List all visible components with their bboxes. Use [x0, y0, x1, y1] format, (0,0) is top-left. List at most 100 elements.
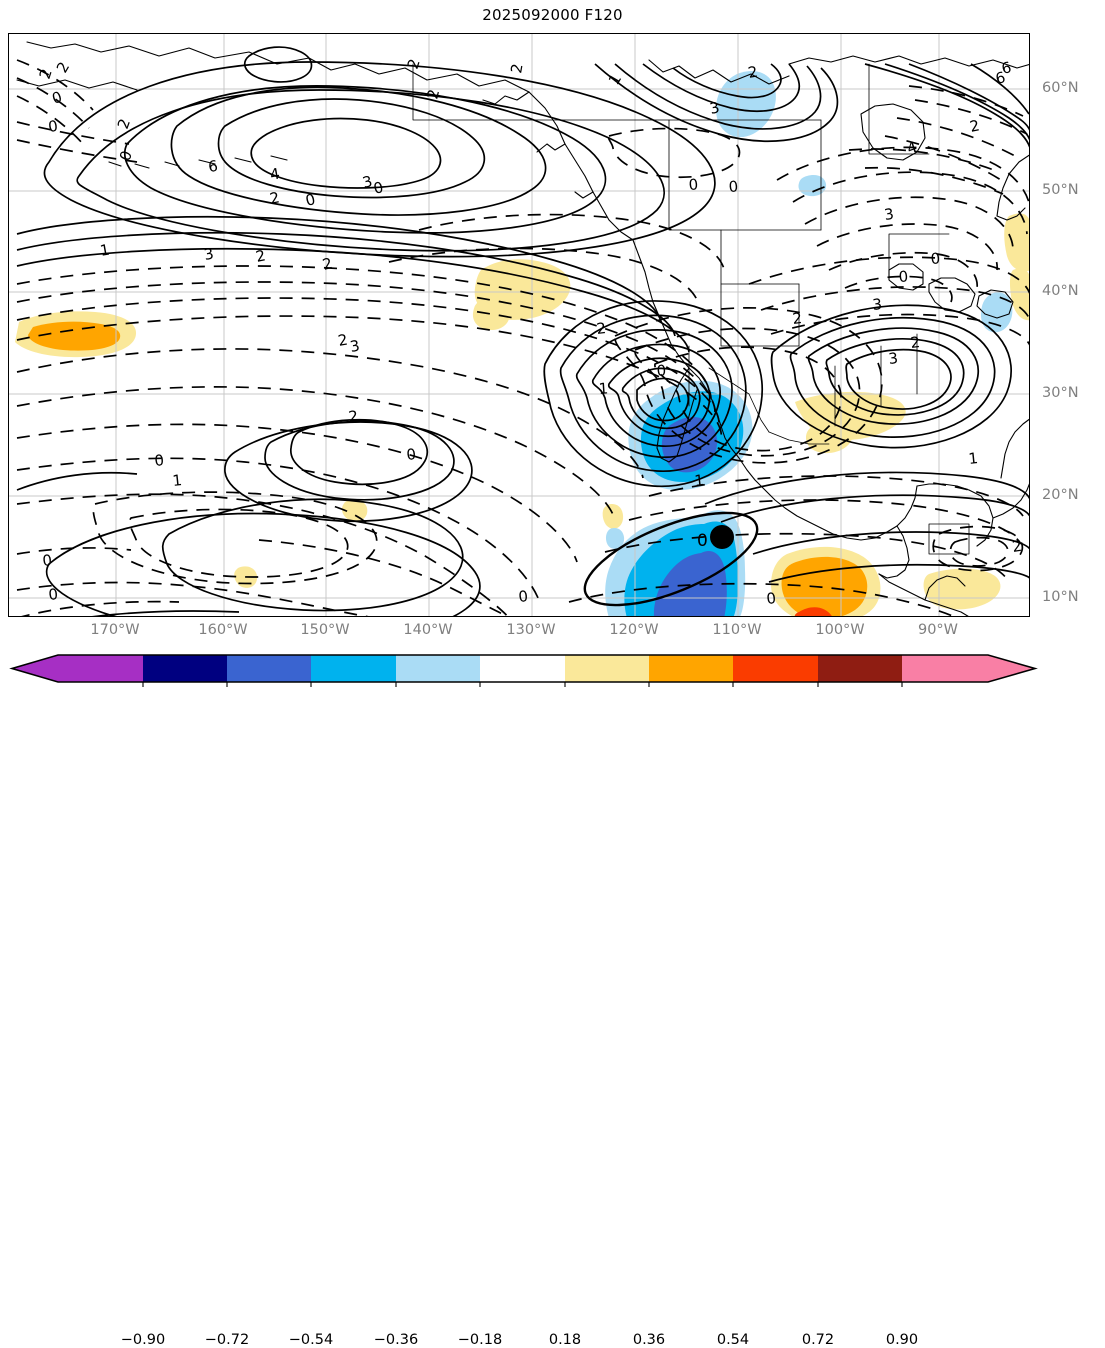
negative-contours	[16, 59, 1029, 616]
svg-text:2: 2	[321, 254, 335, 274]
colorbar-segment	[733, 655, 818, 682]
svg-text:0: 0	[50, 88, 65, 108]
colorbar-tick-label: −0.54	[288, 1332, 334, 1348]
svg-text:0: 0	[518, 587, 529, 606]
y-tick-label: 10°N	[1042, 589, 1079, 605]
svg-text:3: 3	[872, 295, 883, 314]
svg-text:0: 0	[688, 175, 699, 194]
svg-text:0: 0	[372, 178, 386, 198]
svg-text:2: 2	[337, 331, 350, 350]
svg-text:1: 1	[172, 471, 183, 490]
svg-text:2: 2	[268, 188, 281, 208]
x-tick-label: 150°W	[300, 622, 350, 638]
svg-text:0: 0	[116, 148, 136, 163]
svg-text:2: 2	[792, 309, 803, 328]
svg-text:3: 3	[361, 172, 375, 192]
colorbar-segment	[58, 655, 143, 682]
svg-text:2: 2	[36, 67, 56, 82]
colorbar-tick-label: 0.72	[801, 1332, 835, 1348]
svg-text:1: 1	[694, 471, 705, 490]
colorbar: −0.90 −0.72 −0.54 −0.36 −0.18 0.18 0.36 …	[0, 650, 1105, 1348]
colorbar-segment	[902, 655, 988, 682]
cyclone-position-dot	[710, 525, 734, 549]
colorbar-segment	[227, 655, 311, 682]
x-tick-label: 120°W	[609, 622, 659, 638]
colorbar-extend-left	[12, 655, 58, 682]
svg-text:0: 0	[154, 451, 165, 470]
map-canvas: 6 4 3 2 0 0 2 2 0 0 2 0 1 3 2 2 2	[9, 34, 1029, 616]
svg-text:0: 0	[766, 589, 777, 608]
svg-text:2: 2	[747, 63, 760, 82]
svg-text:2: 2	[53, 59, 73, 76]
x-tick-label: 160°W	[198, 622, 248, 638]
uncertainty-ellipse	[583, 511, 759, 607]
colorbar-tick-label: 0.54	[716, 1332, 750, 1348]
cyclone-markers: 0	[583, 511, 759, 607]
svg-text:3: 3	[883, 205, 895, 224]
svg-text:2: 2	[423, 87, 443, 101]
y-tick-label: 60°N	[1042, 80, 1079, 96]
svg-text:2: 2	[1011, 537, 1023, 556]
svg-text:0: 0	[304, 190, 318, 210]
svg-text:6: 6	[1000, 58, 1014, 78]
svg-text:0: 0	[42, 551, 53, 570]
colorbar-canvas	[9, 654, 1038, 687]
y-tick-label: 30°N	[1042, 385, 1079, 401]
x-tick-label: 130°W	[506, 622, 556, 638]
colorbar-tick-label: −0.36	[373, 1332, 419, 1348]
colorbar-segment	[649, 655, 733, 682]
colorbar-extend-right	[988, 655, 1035, 682]
page-title: 2025092000 F120	[482, 6, 623, 24]
x-tick-label: 140°W	[403, 622, 453, 638]
colorbar-segment	[480, 655, 565, 682]
svg-text:2: 2	[114, 116, 134, 131]
colorbar-outline	[9, 654, 1038, 683]
svg-text:1: 1	[598, 379, 609, 398]
y-tick-label: 50°N	[1042, 182, 1079, 198]
svg-text:2: 2	[507, 62, 526, 75]
colorbar-tick-label: 0.18	[548, 1332, 582, 1348]
svg-text:2: 2	[348, 407, 359, 426]
y-tick-label: 20°N	[1042, 487, 1079, 503]
svg-text:1: 1	[968, 449, 979, 468]
positive-contours	[16, 46, 1029, 616]
colorbar-segment	[818, 655, 902, 682]
y-tick-label: 40°N	[1042, 283, 1079, 299]
svg-text:3: 3	[203, 245, 216, 264]
contour-labels: 6 4 3 2 0 0 2 2 0 0 2 0 1 3 2 2 2	[36, 57, 1023, 608]
svg-text:3: 3	[708, 98, 721, 118]
gridlines	[9, 34, 1029, 616]
colorbar-segment	[311, 655, 396, 682]
colorbar-tick-label: −0.18	[457, 1332, 503, 1348]
svg-text:2: 2	[968, 116, 981, 136]
colorbar-tick-label: −0.90	[120, 1332, 166, 1348]
svg-text:6: 6	[994, 68, 1008, 88]
svg-text:2: 2	[910, 333, 921, 352]
figure-root: 2025092000 F120	[0, 6, 1105, 1348]
svg-text:0: 0	[728, 177, 739, 196]
contour-label-zero-near-tc: 0	[697, 531, 708, 551]
colorbar-segment	[565, 655, 649, 682]
x-tick-label: 90°W	[917, 622, 959, 638]
colorbar-tick-label: 0.90	[885, 1332, 919, 1348]
svg-text:0: 0	[930, 249, 941, 268]
coastline-layer	[16, 41, 1029, 616]
map-panel: 6 4 3 2 0 0 2 2 0 0 2 0 1 3 2 2 2	[8, 33, 1030, 617]
svg-text:0: 0	[48, 585, 59, 604]
colorbar-tick-label: −0.72	[204, 1332, 250, 1348]
svg-text:4: 4	[905, 138, 920, 158]
svg-text:0: 0	[656, 361, 667, 380]
svg-text:0: 0	[898, 267, 909, 286]
svg-text:2: 2	[254, 246, 267, 266]
svg-text:0: 0	[406, 445, 417, 464]
x-tick-label: 170°W	[90, 622, 140, 638]
svg-text:6: 6	[207, 157, 219, 176]
x-tick-label: 100°W	[815, 622, 865, 638]
x-tick-label: 110°W	[712, 622, 762, 638]
svg-text:3: 3	[888, 349, 899, 368]
svg-text:1: 1	[99, 241, 112, 260]
colorbar-tick-marks	[142, 682, 903, 687]
colorbar-tick-label: 0.36	[632, 1332, 666, 1348]
svg-text:2: 2	[596, 319, 607, 338]
colorbar-segment	[396, 655, 480, 682]
